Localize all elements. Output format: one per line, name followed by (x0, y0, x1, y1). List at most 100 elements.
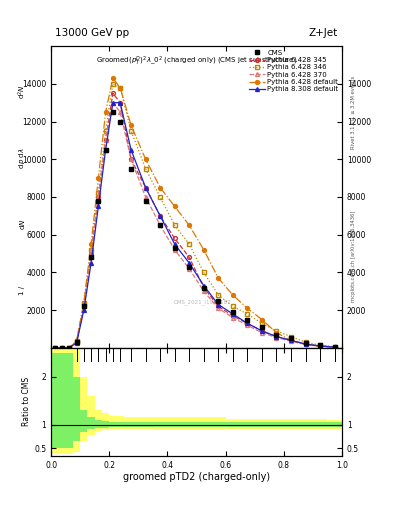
Pythia 8.308 default (158, 213, 163, 219)
Pythia 8.308 default (74, 340, 79, 346)
Pythia 6.428 346 (60, 345, 64, 351)
Pythia 6.428 345 (96, 194, 101, 200)
Pythia 6.428 370 (303, 342, 308, 348)
CMS (245, 316, 250, 323)
Pythia 6.428 345 (143, 184, 148, 190)
Pythia 8.308 default (260, 328, 264, 334)
Pythia 6.428 345 (52, 345, 57, 351)
Pythia 6.428 370 (173, 247, 177, 253)
Pythia 8.308 default (289, 337, 294, 344)
CMS (96, 198, 101, 204)
Pythia 8.308 default (332, 344, 337, 350)
Pythia 6.428 345 (74, 339, 79, 345)
Pythia 6.428 345 (303, 341, 308, 347)
Pythia 6.428 346 (89, 247, 94, 253)
Text: 13000 GeV pp: 13000 GeV pp (55, 28, 129, 38)
Pythia 8.308 default (187, 260, 192, 266)
Pythia 8.308 default (303, 341, 308, 347)
Pythia 8.308 default (231, 311, 235, 317)
Text: Groomed$(p_T^D)^2\lambda\_0^2$ (charged only) (CMS jet substructure): Groomed$(p_T^D)^2\lambda\_0^2$ (charged … (96, 55, 297, 69)
Pythia 6.428 370 (260, 330, 264, 336)
Pythia 6.428 345 (289, 337, 294, 344)
Pythia 6.428 default (274, 330, 279, 336)
Pythia 6.428 346 (52, 345, 57, 351)
Pythia 6.428 345 (332, 344, 337, 350)
Line: Pythia 6.428 370: Pythia 6.428 370 (53, 101, 336, 350)
Pythia 8.308 default (143, 184, 148, 190)
Text: 1 /: 1 / (19, 286, 25, 295)
Pythia 6.428 default (260, 316, 264, 323)
Pythia 6.428 346 (158, 194, 163, 200)
Pythia 6.428 346 (74, 338, 79, 345)
Pythia 6.428 346 (187, 241, 192, 247)
Pythia 6.428 370 (187, 266, 192, 272)
Pythia 6.428 346 (118, 84, 123, 91)
Pythia 6.428 370 (96, 194, 101, 200)
Pythia 6.428 370 (231, 315, 235, 321)
Line: Pythia 6.428 346: Pythia 6.428 346 (53, 82, 336, 350)
Pythia 6.428 345 (318, 343, 323, 349)
Pythia 6.428 345 (202, 285, 206, 291)
Pythia 6.428 345 (67, 345, 72, 351)
Pythia 6.428 default (110, 75, 115, 81)
CMS (187, 264, 192, 270)
Pythia 8.308 default (110, 100, 115, 106)
Line: Pythia 6.428 345: Pythia 6.428 345 (53, 91, 336, 350)
Pythia 8.308 default (60, 345, 64, 351)
CMS (67, 345, 72, 351)
Pythia 6.428 default (318, 343, 323, 349)
Pythia 6.428 default (60, 345, 64, 351)
Pythia 6.428 default (216, 275, 221, 281)
Pythia 8.308 default (118, 100, 123, 106)
Pythia 6.428 default (96, 175, 101, 181)
Pythia 6.428 346 (289, 333, 294, 339)
CMS (231, 309, 235, 315)
Pythia 6.428 default (103, 109, 108, 115)
Pythia 6.428 345 (129, 156, 134, 162)
Pythia 6.428 370 (103, 137, 108, 143)
CMS (143, 198, 148, 204)
CMS (158, 222, 163, 228)
Pythia 6.428 default (173, 203, 177, 209)
Pythia 6.428 346 (318, 342, 323, 348)
Pythia 6.428 346 (260, 321, 264, 327)
Pythia 6.428 346 (216, 292, 221, 298)
Pythia 6.428 370 (74, 339, 79, 345)
Pythia 6.428 default (143, 156, 148, 162)
CMS (60, 345, 64, 351)
Pythia 6.428 345 (231, 313, 235, 319)
CMS (103, 147, 108, 153)
Pythia 8.308 default (274, 333, 279, 339)
CMS (260, 324, 264, 330)
Line: CMS: CMS (52, 110, 337, 350)
Pythia 6.428 370 (60, 345, 64, 351)
Pythia 8.308 default (81, 307, 86, 313)
Pythia 6.428 346 (81, 300, 86, 306)
Pythia 8.308 default (67, 345, 72, 351)
Text: $\mathrm{d}N$: $\mathrm{d}N$ (18, 219, 26, 230)
Pythia 6.428 370 (67, 345, 72, 351)
Pythia 6.428 346 (274, 328, 279, 334)
Pythia 6.428 346 (303, 339, 308, 345)
Pythia 6.428 370 (202, 288, 206, 294)
Pythia 6.428 346 (173, 222, 177, 228)
Pythia 6.428 370 (289, 338, 294, 345)
Text: Z+Jet: Z+Jet (309, 28, 338, 38)
Pythia 6.428 default (118, 84, 123, 91)
Pythia 6.428 345 (274, 333, 279, 339)
Pythia 6.428 346 (129, 128, 134, 134)
Pythia 6.428 346 (103, 128, 108, 134)
Pythia 6.428 default (231, 292, 235, 298)
CMS (74, 339, 79, 345)
Pythia 6.428 370 (274, 334, 279, 340)
Pythia 6.428 345 (60, 345, 64, 351)
CMS (118, 118, 123, 124)
Pythia 8.308 default (52, 345, 57, 351)
Pythia 8.308 default (103, 147, 108, 153)
Pythia 6.428 345 (118, 100, 123, 106)
Text: mcplots.cern.ch [arXiv:1306.3436]: mcplots.cern.ch [arXiv:1306.3436] (351, 210, 356, 302)
Pythia 6.428 default (158, 184, 163, 190)
Text: Rivet 3.1.10, ≥ 3.2M events: Rivet 3.1.10, ≥ 3.2M events (351, 76, 356, 150)
Line: Pythia 6.428 default: Pythia 6.428 default (53, 76, 336, 350)
CMS (332, 344, 337, 350)
